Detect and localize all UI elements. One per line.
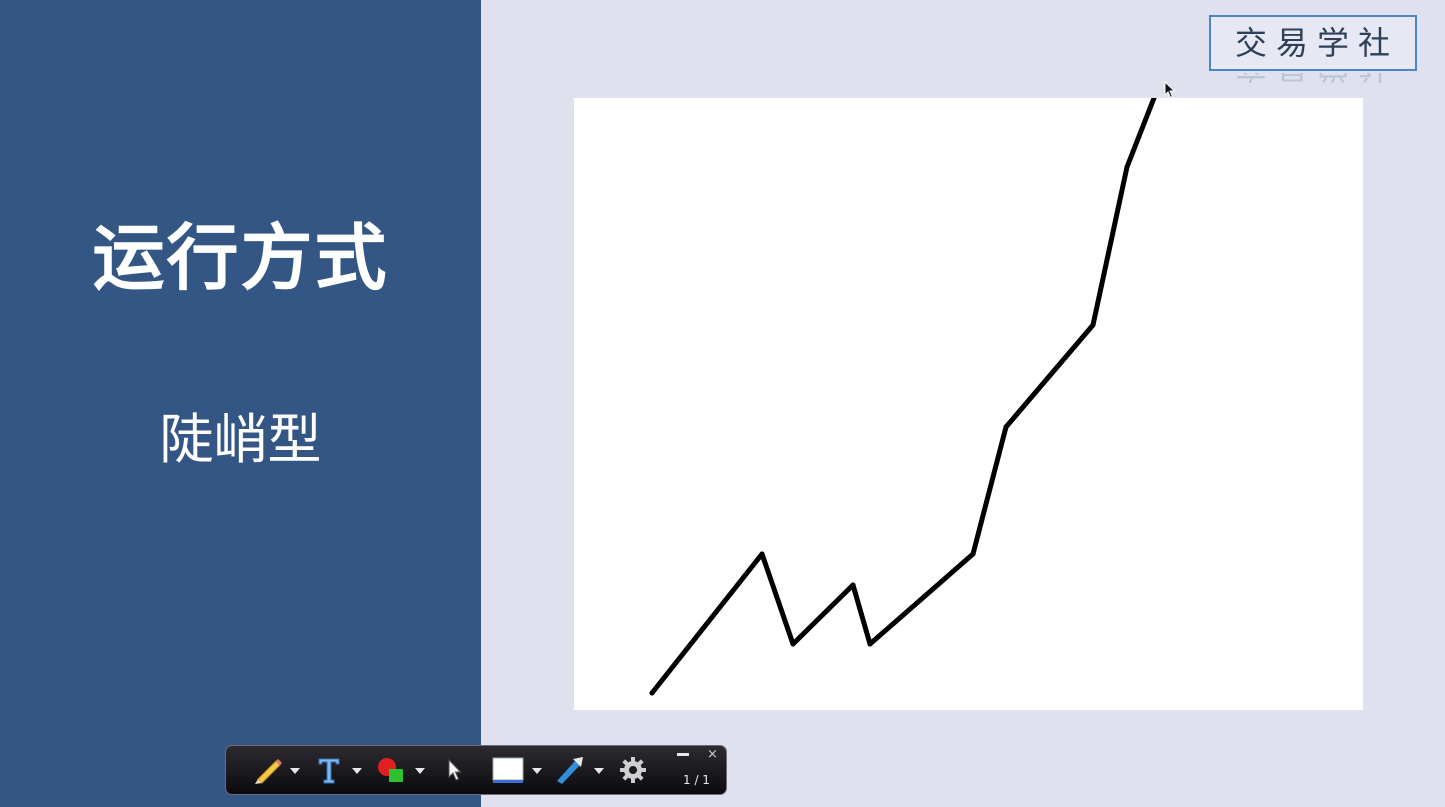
text-tool-button[interactable] [314, 754, 344, 786]
close-button[interactable]: × [707, 747, 718, 762]
screen-color-icon [492, 757, 524, 783]
data-point [649, 690, 655, 696]
slide-title: 运行方式 [92, 216, 389, 300]
shapes-tool-button[interactable] [374, 754, 408, 786]
pencil-icon [255, 759, 282, 784]
pencil-tool-button[interactable] [250, 754, 286, 786]
screen-color-button[interactable] [490, 754, 526, 786]
line-chart [649, 98, 1157, 696]
pencil-menu-caret[interactable] [290, 768, 300, 774]
data-point [867, 641, 873, 647]
data-point [759, 551, 765, 557]
data-point [1124, 164, 1130, 170]
series-line-0 [649, 98, 1157, 696]
pen-color-icon [557, 757, 583, 784]
logo-reflection: 交易学社 [1209, 73, 1417, 95]
pointer-tool-button[interactable] [443, 754, 465, 786]
pen-color-menu-caret[interactable] [594, 768, 604, 774]
text-menu-caret[interactable] [352, 768, 362, 774]
chart-area [574, 98, 1363, 710]
mouse-cursor-icon [1164, 81, 1176, 99]
settings-button[interactable] [616, 754, 650, 786]
annotation-toolbar: × 1 / 1 [225, 745, 727, 795]
data-point [850, 582, 856, 588]
shapes-icon [378, 758, 403, 782]
logo-reflection-text: 交易学社 [1209, 73, 1417, 93]
page-indicator: 1 / 1 [683, 773, 710, 787]
minimize-button[interactable] [677, 753, 689, 756]
slide-subtitle: 陡峭型 [159, 408, 322, 471]
data-point [1003, 424, 1009, 430]
pointer-icon [448, 758, 462, 781]
shapes-menu-caret[interactable] [415, 768, 425, 774]
pen-color-button[interactable] [552, 754, 588, 786]
logo: 交易学社 [1209, 15, 1417, 71]
data-point [1151, 98, 1157, 101]
data-point [790, 641, 796, 647]
left-panel: 运行方式 陡峭型 [0, 0, 481, 807]
screen-color-menu-caret[interactable] [532, 768, 542, 774]
data-point [1090, 322, 1096, 328]
data-point [970, 551, 976, 557]
gear-icon [620, 757, 646, 783]
text-tool-icon [318, 758, 340, 784]
